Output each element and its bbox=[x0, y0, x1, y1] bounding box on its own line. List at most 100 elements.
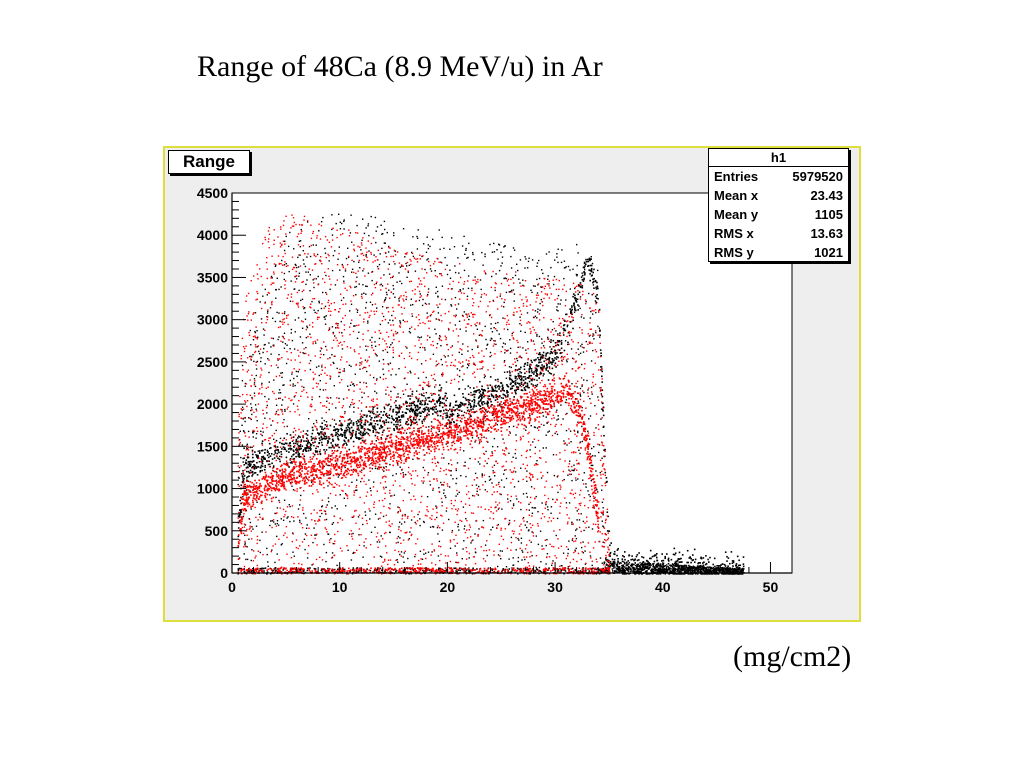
data-point bbox=[538, 277, 541, 280]
data-point bbox=[291, 373, 293, 375]
data-point bbox=[521, 549, 523, 552]
data-point bbox=[454, 271, 457, 274]
data-point bbox=[459, 406, 461, 408]
data-point bbox=[574, 287, 576, 290]
data-point bbox=[374, 345, 377, 347]
data-point bbox=[639, 566, 641, 568]
data-point bbox=[423, 395, 425, 397]
data-point bbox=[700, 556, 702, 559]
data-point bbox=[504, 352, 506, 354]
data-point bbox=[341, 222, 343, 225]
data-point bbox=[411, 402, 413, 404]
data-point bbox=[404, 513, 406, 516]
data-point bbox=[422, 520, 425, 523]
data-point bbox=[718, 569, 720, 572]
data-point bbox=[364, 422, 367, 424]
data-point bbox=[735, 570, 738, 573]
data-point bbox=[425, 552, 427, 554]
data-point bbox=[303, 455, 306, 458]
data-point bbox=[424, 349, 426, 351]
data-point bbox=[715, 568, 718, 570]
data-point bbox=[256, 456, 258, 458]
data-point bbox=[468, 401, 470, 404]
data-point bbox=[700, 569, 702, 571]
data-point bbox=[294, 384, 296, 387]
data-point bbox=[501, 389, 504, 391]
data-point bbox=[358, 569, 360, 572]
data-point bbox=[406, 347, 408, 349]
data-point bbox=[524, 378, 527, 380]
data-point bbox=[341, 433, 344, 436]
data-point bbox=[680, 567, 682, 569]
data-point bbox=[344, 493, 347, 495]
data-point bbox=[391, 342, 393, 344]
data-point bbox=[642, 564, 644, 566]
data-point bbox=[581, 406, 583, 409]
data-point bbox=[405, 262, 407, 265]
data-point bbox=[338, 434, 341, 437]
data-point bbox=[682, 565, 685, 568]
data-point bbox=[252, 528, 254, 530]
data-point bbox=[370, 463, 372, 465]
data-point bbox=[493, 390, 495, 392]
data-point bbox=[384, 298, 386, 301]
data-point bbox=[664, 570, 666, 573]
data-point bbox=[529, 367, 531, 370]
data-point bbox=[517, 560, 519, 563]
data-point bbox=[504, 277, 506, 279]
data-point bbox=[680, 564, 682, 567]
data-point bbox=[737, 564, 740, 567]
data-point bbox=[353, 385, 355, 387]
data-point bbox=[725, 568, 727, 570]
data-point bbox=[728, 573, 731, 575]
data-point bbox=[367, 320, 369, 322]
data-point bbox=[385, 412, 388, 415]
data-point bbox=[399, 553, 401, 556]
data-point bbox=[458, 272, 460, 274]
data-point bbox=[638, 571, 641, 574]
data-point bbox=[405, 298, 407, 301]
data-point bbox=[308, 441, 311, 444]
data-point bbox=[412, 458, 414, 460]
data-point bbox=[484, 402, 486, 405]
data-point bbox=[256, 454, 258, 457]
data-point bbox=[254, 331, 257, 334]
data-point bbox=[294, 276, 296, 278]
data-point bbox=[466, 409, 469, 412]
data-point bbox=[539, 359, 541, 361]
data-point bbox=[266, 454, 269, 457]
data-point bbox=[305, 527, 308, 529]
data-point bbox=[583, 262, 586, 265]
data-point bbox=[451, 414, 453, 416]
data-point bbox=[333, 568, 336, 571]
data-point bbox=[449, 248, 451, 250]
data-point bbox=[334, 250, 336, 252]
data-point bbox=[484, 253, 486, 255]
data-point bbox=[337, 258, 339, 260]
data-point bbox=[327, 569, 330, 572]
data-point bbox=[565, 429, 568, 432]
data-point bbox=[428, 569, 431, 571]
data-point bbox=[604, 566, 606, 568]
data-point bbox=[352, 383, 355, 385]
data-point bbox=[406, 405, 408, 407]
data-point bbox=[550, 350, 552, 353]
data-point bbox=[601, 520, 603, 522]
data-point bbox=[305, 337, 308, 339]
data-point bbox=[613, 561, 616, 564]
data-point bbox=[275, 439, 278, 442]
data-point bbox=[474, 313, 476, 316]
data-point bbox=[538, 361, 540, 364]
data-point bbox=[399, 537, 401, 539]
data-point bbox=[350, 214, 352, 216]
data-point bbox=[479, 463, 481, 465]
data-point bbox=[423, 410, 426, 412]
data-point bbox=[490, 400, 492, 403]
data-point bbox=[596, 285, 599, 288]
data-point bbox=[732, 573, 734, 575]
data-point bbox=[733, 573, 735, 575]
data-point bbox=[439, 571, 442, 573]
data-point bbox=[494, 379, 497, 381]
data-point bbox=[357, 425, 360, 427]
data-point bbox=[464, 567, 466, 570]
